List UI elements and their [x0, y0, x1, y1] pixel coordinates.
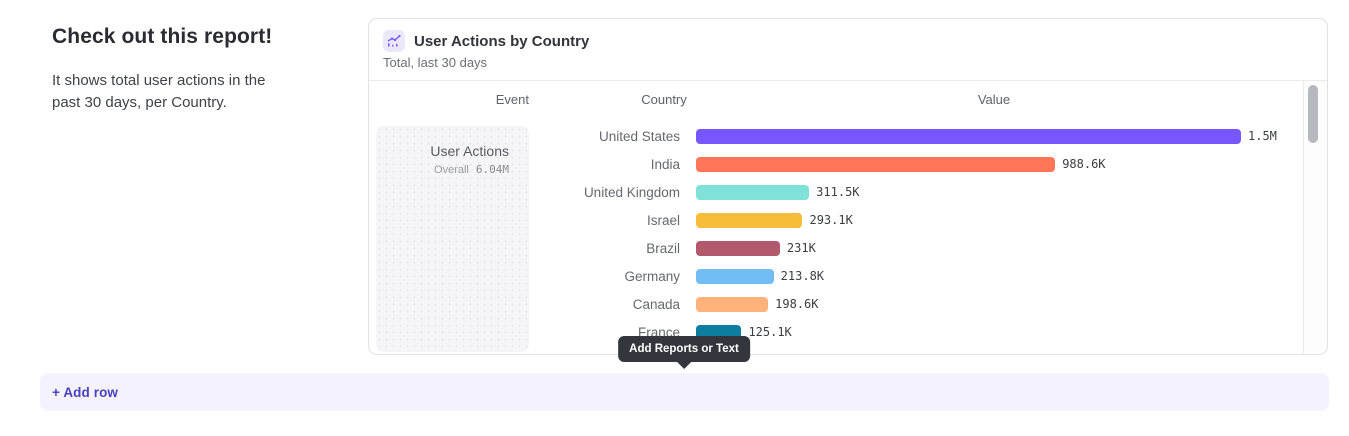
country-label: Israel — [646, 212, 680, 228]
chart-rows: United States 1.5M India 988.6K United K… — [369, 122, 1303, 346]
value-bar[interactable] — [696, 184, 810, 200]
value-label: 293.1K — [809, 213, 853, 227]
country-label: Brazil — [646, 240, 680, 256]
event-cell[interactable]: User Actions Overall 6.04M — [376, 126, 529, 352]
chart-row: Israel 293.1K — [369, 206, 1303, 234]
chart-row: Brazil 231K — [369, 234, 1303, 262]
value-label: 198.6K — [775, 297, 819, 311]
value-bar[interactable] — [696, 296, 769, 312]
event-overall-label: Overall — [434, 164, 469, 176]
value-label: 213.8K — [780, 269, 825, 283]
chart-row: United Kingdom 311.5K — [369, 178, 1303, 206]
country-label: United States — [598, 128, 680, 144]
chart-row: United States 1.5M — [369, 122, 1303, 150]
intro-title: Check out this report! — [52, 25, 273, 48]
column-header-country: Country — [641, 92, 687, 107]
intro-description: It shows total user actions in the past … — [52, 72, 266, 111]
value-bar[interactable] — [696, 324, 742, 340]
chart-row: France 125.1K — [369, 318, 1303, 346]
add-row-button[interactable]: + Add row — [52, 384, 119, 400]
value-label: 311.5K — [816, 185, 860, 199]
value-bar[interactable] — [696, 212, 803, 228]
chart-row: India 988.6K — [369, 150, 1303, 178]
country-label: United Kingdom — [583, 184, 680, 200]
report-chart-area: Event Country Value User Actions Overall… — [369, 81, 1327, 354]
event-name: User Actions — [430, 143, 509, 159]
value-bar[interactable] — [696, 268, 774, 284]
report-card[interactable]: User Actions by Country Total, last 30 d… — [368, 18, 1328, 355]
event-overall-value: 6.04M — [475, 163, 509, 176]
value-label: 231K — [786, 241, 816, 255]
chart-scrollbar[interactable] — [1303, 81, 1327, 354]
add-reports-tooltip: Add Reports or Text — [618, 336, 750, 369]
report-card-header: User Actions by Country Total, last 30 d… — [369, 19, 1327, 81]
value-label: 1.5M — [1248, 129, 1277, 143]
report-title: User Actions by Country — [414, 32, 590, 50]
line-chart-icon — [383, 30, 405, 52]
add-row-bar[interactable]: + Add row — [40, 373, 1329, 411]
value-bar[interactable] — [696, 240, 780, 256]
tooltip-caret-icon — [677, 362, 691, 369]
column-header-value: Value — [977, 92, 1011, 107]
value-label: 988.6K — [1062, 157, 1106, 171]
tooltip-label: Add Reports or Text — [629, 343, 739, 355]
country-label: India — [650, 156, 680, 172]
column-header-event: Event — [495, 92, 529, 107]
country-label: France — [637, 324, 680, 340]
intro-section[interactable]: Check out this report! It shows total us… — [52, 24, 302, 114]
value-bar[interactable] — [696, 156, 1056, 172]
scrollbar-thumb[interactable] — [1308, 85, 1318, 143]
chart-row: Germany 213.8K — [369, 262, 1303, 290]
report-subtitle: Total, last 30 days — [383, 55, 488, 70]
country-label: Canada — [632, 296, 680, 312]
value-bar[interactable] — [696, 128, 1241, 144]
value-label: 125.1K — [748, 325, 792, 339]
chart-row: Canada 198.6K — [369, 290, 1303, 318]
country-label: Germany — [624, 268, 680, 284]
